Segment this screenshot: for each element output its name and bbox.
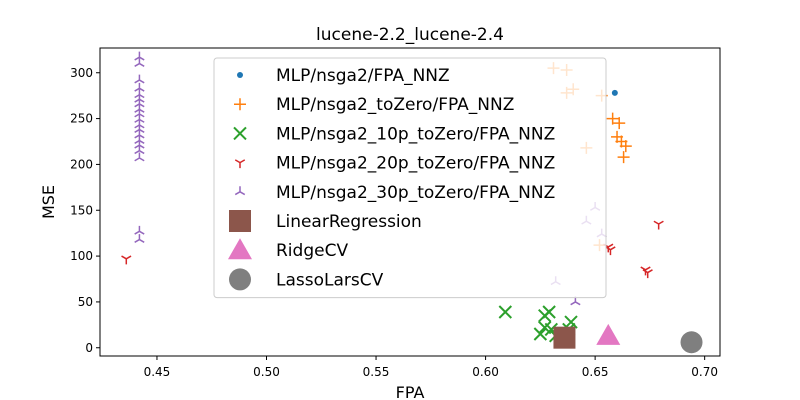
legend-label-7: LassoLarsCV: [276, 270, 384, 290]
series-5: [553, 326, 576, 349]
point-s4-11: [134, 124, 145, 133]
point-s6-0: [596, 323, 621, 345]
point-s4-13: [134, 135, 145, 144]
y-tick-label-2: 100: [70, 249, 93, 263]
point-s2-8: [564, 315, 578, 329]
y-tick-label-3: 150: [70, 203, 93, 217]
legend-label-3: MLP/nsga2_20p_toZero/FPA_NNZ: [276, 154, 555, 174]
point-s4-12: [134, 129, 145, 139]
y-axis-title: MSE: [39, 185, 58, 219]
point-s4-16: [134, 152, 145, 162]
point-s4-6: [134, 98, 145, 108]
series-7: [680, 331, 703, 354]
point-s1-5: [606, 112, 619, 125]
legend-marker-1: [234, 98, 246, 111]
point-s1-6: [613, 117, 626, 130]
x-tick-label-4: 0.65: [582, 365, 609, 379]
legend-marker-4: [234, 186, 246, 196]
series-3: [121, 220, 664, 279]
point-s2-0: [498, 305, 513, 319]
x-tick-label-2: 0.55: [363, 365, 390, 379]
x-axis-title: FPA: [396, 383, 425, 400]
point-s1-9: [619, 140, 632, 153]
y-tick-label-6: 300: [70, 66, 93, 80]
series-6: [596, 323, 621, 345]
point-s3-5: [642, 269, 653, 279]
y-axis: 0 50 100 150 200 250 300: [70, 66, 100, 355]
point-s3-2: [605, 246, 616, 256]
legend-box: [213, 57, 607, 299]
y-tick-label-4: 200: [70, 157, 93, 171]
y-tick-label-5: 250: [70, 112, 93, 126]
point-s4-5: [134, 93, 145, 103]
x-tick-label-0: 0.45: [144, 365, 171, 379]
point-s4-0: [134, 51, 145, 61]
legend-marker-6: [228, 238, 252, 260]
point-s3-3: [653, 220, 664, 230]
legend-label-2: MLP/nsga2_10p_toZero/FPA_NNZ: [276, 124, 555, 144]
legend-label-4: MLP/nsga2_30p_toZero/FPA_NNZ: [276, 183, 555, 203]
series-0: [611, 89, 618, 96]
point-s4-14: [134, 139, 145, 149]
y-tick-label-1: 50: [78, 295, 93, 309]
point-s1-10: [617, 151, 630, 164]
point-s4-9: [134, 113, 145, 123]
plot-frame: [99, 47, 721, 357]
legend-label-5: LinearRegression: [276, 212, 422, 232]
point-s4-3: [134, 82, 145, 92]
legend-marker-7: [229, 268, 251, 291]
x-tick-label-3: 0.60: [472, 365, 499, 379]
legend-marker-0: [237, 72, 243, 78]
point-s7-0: [680, 331, 703, 354]
x-tick-label-1: 0.50: [253, 365, 280, 379]
y-tick-label-0: 0: [85, 341, 93, 355]
legend-marker-5: [229, 210, 251, 232]
x-axis: 0.45 0.50 0.55 0.60 0.65 0.70: [144, 356, 718, 379]
point-s0-0: [611, 89, 618, 96]
point-s4-15: [134, 145, 145, 155]
legend-label-1: MLP/nsga2_toZero/FPA_NNZ: [276, 95, 514, 115]
point-s4-8: [134, 108, 145, 118]
chart-title: lucene-2.2_lucene-2.4: [316, 25, 504, 45]
point-s4-2: [134, 74, 145, 84]
legend-label-0: MLP/nsga2/FPA_NNZ: [276, 66, 450, 86]
legend-label-6: RidgeCV: [276, 241, 348, 261]
legend-marker-3: [234, 159, 246, 169]
point-s2-5: [533, 327, 548, 341]
legend-marker-2: [233, 126, 247, 141]
point-s4-1: [134, 58, 145, 67]
point-s4-17: [134, 225, 145, 235]
point-s2-2: [542, 305, 556, 319]
point-s4-18: [134, 234, 145, 243]
x-tick-label-5: 0.70: [691, 365, 718, 379]
point-s3-0: [121, 255, 132, 265]
legend: MLP/nsga2/FPA_NNZ MLP/nsga2_toZero/FPA_NN…: [213, 57, 607, 299]
point-s5-0: [553, 326, 576, 349]
